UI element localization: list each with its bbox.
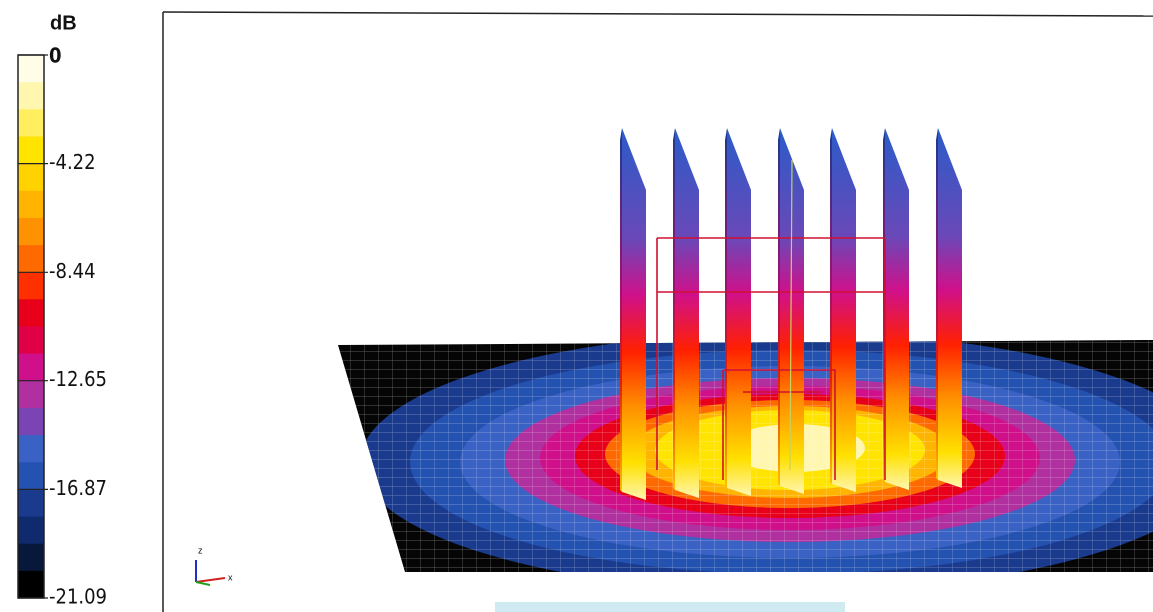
colorbar-tick-label: -12.65 xyxy=(49,367,107,391)
colorbar-band xyxy=(18,543,44,572)
slab-face xyxy=(673,128,675,490)
colorbar-tick-label: -8.44 xyxy=(49,259,96,283)
colorbar-band xyxy=(18,136,44,165)
slab-face xyxy=(936,128,938,480)
axis-triad: z x xyxy=(195,545,233,586)
colorbar-band xyxy=(18,516,44,545)
slab-face xyxy=(778,128,780,486)
colorbar-band xyxy=(18,272,44,300)
toolbar-strip xyxy=(495,602,845,612)
colorbar-tick-label: -16.87 xyxy=(49,476,107,500)
wireframe xyxy=(656,159,886,480)
slab-side xyxy=(885,128,909,490)
axis-label: x xyxy=(228,572,233,582)
colorbar-band xyxy=(18,82,44,110)
panel-border xyxy=(162,11,1153,17)
colorbar-band xyxy=(18,163,44,192)
slab-face xyxy=(830,128,832,484)
colorbar: 0 -4.22 -8.44 -12.65 -16.87 -21.09 xyxy=(17,44,107,609)
colorbar-band xyxy=(18,462,44,490)
colorbar-title: dB xyxy=(50,12,77,34)
slab-side xyxy=(675,128,699,498)
colorbar-band xyxy=(18,55,44,83)
colorbar-band xyxy=(18,326,44,355)
colorbar-band xyxy=(18,435,44,463)
slab-side xyxy=(727,128,751,496)
axis-label: z xyxy=(198,545,203,555)
colorbar-band xyxy=(18,217,44,246)
colorbar-band xyxy=(18,190,44,219)
colorbar-band xyxy=(18,489,44,518)
colorbar-tick-label: 0 xyxy=(49,44,62,68)
colorbar-band xyxy=(18,245,44,273)
slab-side xyxy=(832,128,856,492)
slab-face xyxy=(620,128,622,492)
colorbar-band xyxy=(18,380,44,409)
slab-side xyxy=(938,128,962,488)
colorbar-tick-label: -21.09 xyxy=(49,585,107,609)
slab-face xyxy=(725,128,727,488)
field-slabs xyxy=(620,128,962,500)
colorbar-tick-label: -4.22 xyxy=(49,150,96,174)
colorbar-band xyxy=(18,407,44,436)
colorbar-band xyxy=(18,353,44,382)
colorbar-band xyxy=(18,570,44,599)
colorbar-band xyxy=(18,109,44,137)
colorbar-band xyxy=(18,299,44,327)
slab-side xyxy=(622,128,646,500)
slab-side xyxy=(780,128,804,494)
